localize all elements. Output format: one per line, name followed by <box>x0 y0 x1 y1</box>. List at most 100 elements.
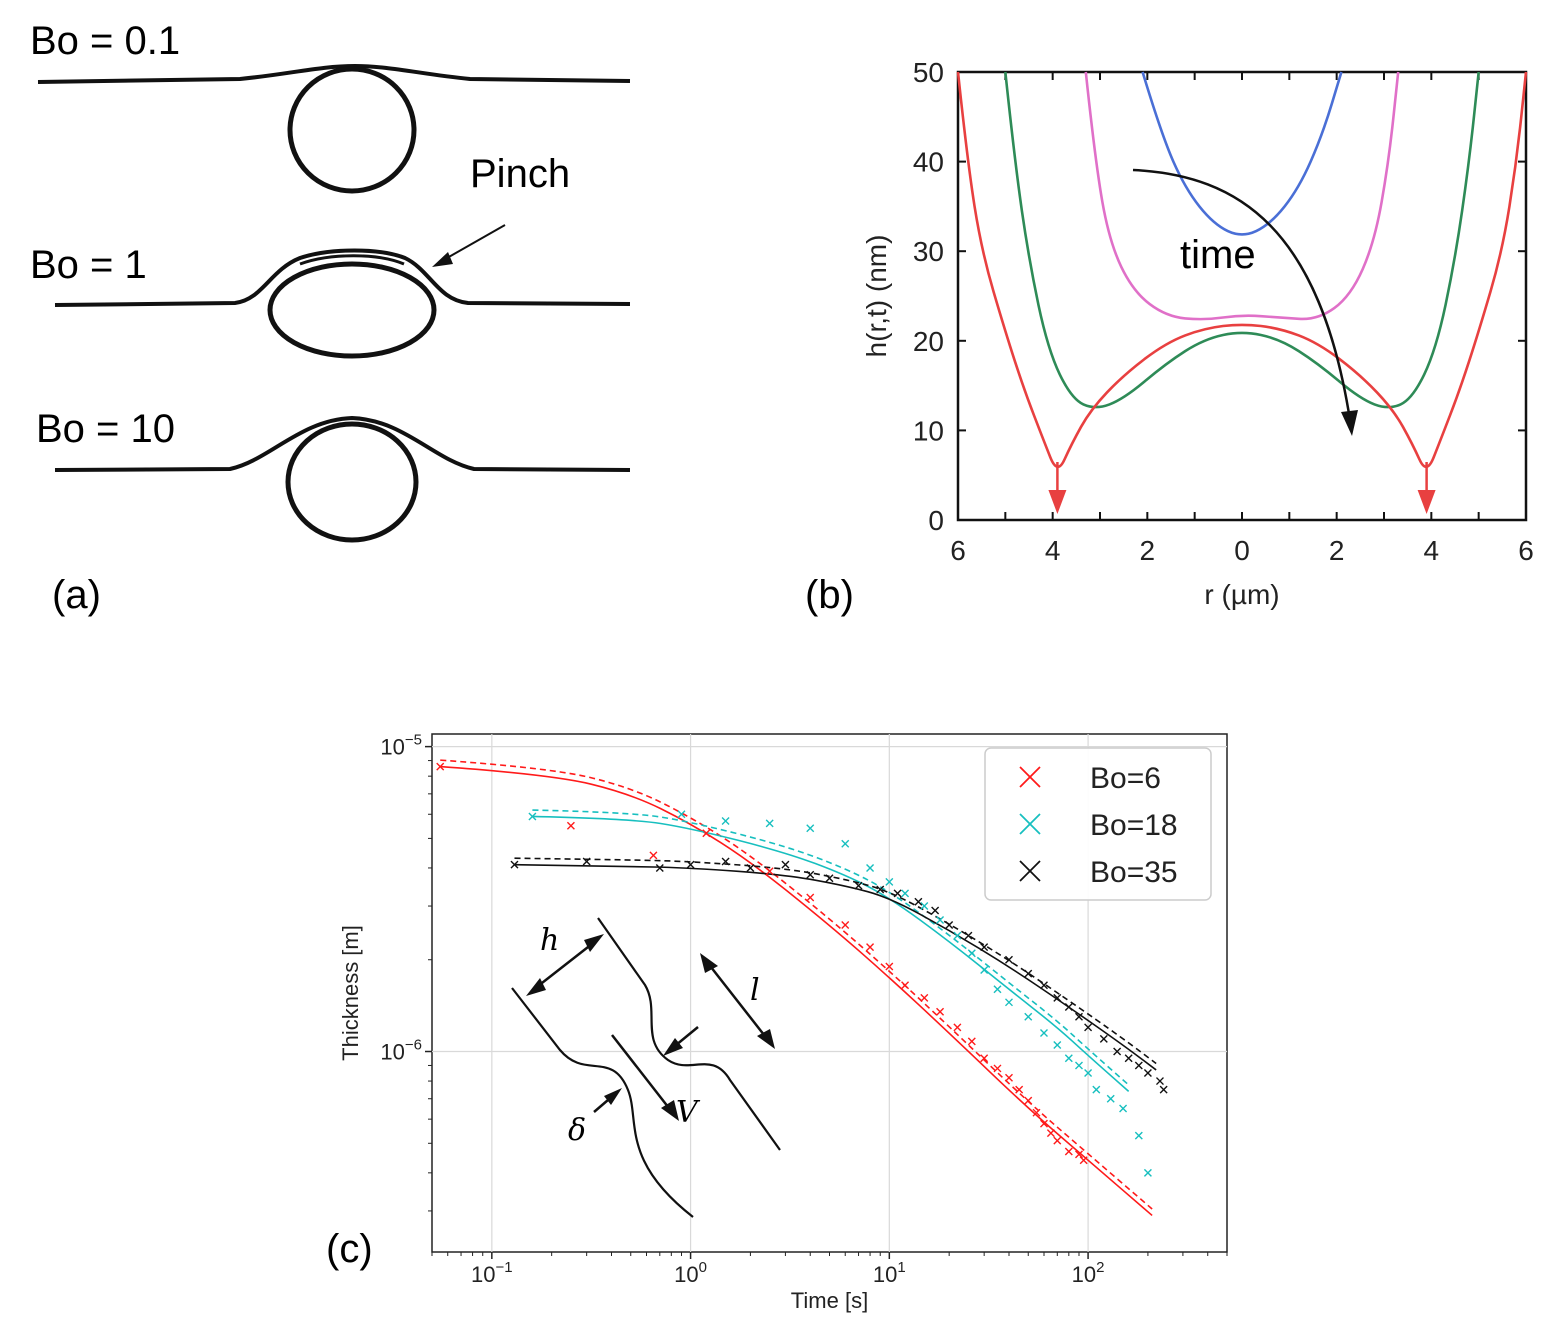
panel-label-b: (b) <box>805 573 854 617</box>
x-tick-label-b: 6 <box>950 535 966 566</box>
y-tick-label-b: 20 <box>913 326 944 357</box>
data-point <box>885 962 894 971</box>
data-point <box>1004 998 1013 1007</box>
data-point-stroke <box>885 962 894 971</box>
data-point-stroke <box>1039 1029 1048 1037</box>
data-point <box>1039 1119 1048 1128</box>
data-point <box>677 810 686 819</box>
data-point-stroke <box>1159 1085 1168 1094</box>
x-tick-label-b: 2 <box>1140 535 1156 566</box>
data-point-stroke <box>1015 1085 1024 1094</box>
h-arrowhead-1 <box>526 978 546 996</box>
particle-3 <box>285 421 419 543</box>
panel-c: (c) h l V δ B <box>326 732 1228 1313</box>
data-point <box>825 874 834 883</box>
legend-c: Bo=6 Bo=18 Bo=35 <box>984 747 1212 901</box>
data-point-stroke <box>1079 1156 1088 1165</box>
x-tick-label-b: 4 <box>1045 535 1061 566</box>
v-arrowhead <box>661 1100 679 1121</box>
data-point <box>1143 1168 1152 1177</box>
v-arrow <box>611 1034 673 1113</box>
data-point <box>1074 1150 1083 1159</box>
plot-frame-b <box>956 70 1528 522</box>
data-markers <box>436 762 1168 1177</box>
data-point <box>765 867 774 876</box>
data-point-stroke <box>1053 1136 1062 1145</box>
legend-label: Bo=6 <box>1090 762 1161 795</box>
data-point <box>806 893 815 902</box>
interface-line-2a <box>54 248 631 307</box>
data-point-stroke <box>781 860 790 869</box>
data-point-stroke <box>686 860 695 869</box>
legend-label: Bo=18 <box>1090 809 1178 842</box>
interface-line-1 <box>37 63 631 84</box>
data-point-stroke <box>993 985 1002 994</box>
data-point-stroke <box>1004 955 1013 964</box>
data-point <box>1039 1029 1048 1037</box>
y-tick-label-c: 10−5 <box>380 732 422 760</box>
data-point <box>980 966 989 975</box>
data-point <box>967 1037 976 1046</box>
data-point-stroke <box>721 817 730 826</box>
delta-arrowhead <box>604 1088 622 1105</box>
data-point-stroke <box>993 1064 1002 1073</box>
x-tick-label-c: 101 <box>873 1259 906 1287</box>
film-boundary-right <box>597 917 781 1151</box>
data-point-stroke <box>931 906 940 915</box>
data-point-stroke <box>765 819 774 828</box>
data-point-stroke <box>1143 1168 1152 1177</box>
data-point-stroke <box>1004 998 1013 1007</box>
data-point-stroke <box>936 1007 945 1016</box>
l-label: l <box>750 973 760 1008</box>
data-point-stroke <box>1134 1061 1143 1070</box>
data-point-stroke <box>649 851 658 860</box>
data-point <box>866 943 875 952</box>
data-point-stroke <box>953 1023 962 1032</box>
data-point <box>993 985 1002 994</box>
data-point-stroke <box>1004 1073 1013 1082</box>
data-point <box>1064 1054 1073 1063</box>
data-point-stroke <box>1053 1041 1062 1050</box>
profile-curve-3 <box>1004 71 1480 409</box>
data-point-stroke <box>528 812 537 821</box>
data-point-stroke <box>1039 1119 1048 1128</box>
x-tick-label-c: 100 <box>674 1259 707 1287</box>
data-point-stroke <box>854 881 863 890</box>
x-tick-label-c: 10−1 <box>471 1259 513 1287</box>
data-point <box>806 870 815 879</box>
axis-ticks-c <box>425 745 1228 1259</box>
legend-label: Bo=35 <box>1090 856 1178 889</box>
model-curve-dashed-3 <box>514 857 1157 1065</box>
data-point <box>1134 1131 1143 1140</box>
x-tick-label-b: 0 <box>1234 535 1250 566</box>
data-point <box>510 860 519 869</box>
data-point-stroke <box>967 949 976 958</box>
data-point <box>841 839 850 848</box>
data-point-stroke <box>967 1037 976 1046</box>
profile-curves <box>956 71 1528 469</box>
data-point <box>1053 1041 1062 1050</box>
panel-label-a: (a) <box>52 573 101 617</box>
data-point <box>967 949 976 958</box>
data-point <box>1053 1136 1062 1145</box>
data-point <box>901 981 910 990</box>
time-arrow <box>1132 168 1352 421</box>
axis-labels-c: 10−1 100 101 102 10−6 10−5 Time [s] Thickness [… <box>338 732 1104 1313</box>
data-point-stroke <box>1024 969 1033 978</box>
bo-label-2: Bo = 1 <box>30 243 147 287</box>
y-axis-label-c: Thickness [m] <box>338 925 363 1061</box>
y-tick-label-b: 50 <box>913 57 944 88</box>
data-point <box>936 915 945 924</box>
x-axis-label-b: r (µm) <box>1204 579 1279 610</box>
pinch-arrowhead-c <box>663 1038 683 1056</box>
data-point <box>1074 1012 1083 1021</box>
data-point-stroke <box>1064 1147 1073 1156</box>
legend-marker <box>1019 766 1041 788</box>
data-point <box>876 885 885 894</box>
data-point-stroke <box>866 943 875 952</box>
data-point-stroke <box>1053 993 1062 1002</box>
data-point <box>436 762 445 771</box>
x-tick-label-b: 4 <box>1424 535 1440 566</box>
h-label: h <box>540 923 559 958</box>
